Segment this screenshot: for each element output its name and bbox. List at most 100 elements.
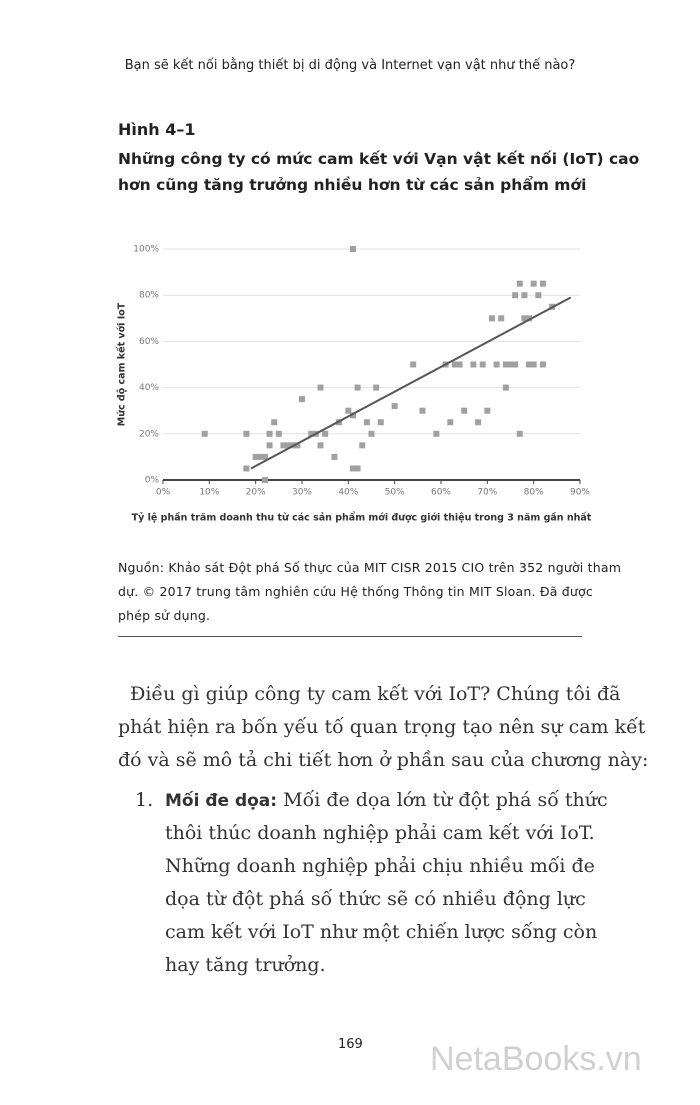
point [479,361,486,368]
point [373,384,380,391]
list-line: hay tăng trưởng. [165,954,326,976]
page-number: 169 [338,1037,363,1052]
figure-title: hơn cũng tăng trưởng nhiều hơn từ các sả… [118,176,587,194]
point [331,453,338,460]
point [507,361,514,368]
x-tick-label: 20% [246,488,266,498]
x-tick-label: 50% [385,488,405,498]
watermark: NetaBooks.vn [430,1040,642,1078]
point [516,280,523,287]
x-tick-label: 80% [524,488,544,498]
x-tick-label: 10% [199,488,219,498]
point [433,430,440,437]
point [475,419,482,426]
point [539,361,546,368]
point [488,315,495,322]
point [285,442,292,449]
y-tick-label: 60% [139,337,159,347]
point [201,430,208,437]
list-number: 1. [135,789,154,811]
point [322,430,329,437]
point [493,361,500,368]
x-tick-label: 0% [156,488,171,498]
point [461,407,468,414]
y-tick-label: 40% [139,383,159,393]
point [243,430,250,437]
list-line: dọa từ đột phá số thức sẽ có nhiều động … [165,888,586,910]
list-line: thôi thúc doanh nghiệp phải cam kết với … [165,822,595,844]
point [526,361,533,368]
x-tick-label: 40% [338,488,358,498]
point [377,419,384,426]
point [354,384,361,391]
body-line: Điều gì giúp công ty cam kết với IoT? Ch… [130,683,621,705]
rule [118,636,582,637]
point [530,361,537,368]
list-line: Những doanh nghiệp phải chịu nhiều mối đ… [165,855,595,877]
point [484,407,491,414]
point [349,246,356,252]
x-tick-label: 30% [292,488,312,498]
point [539,280,546,287]
point [368,430,375,437]
body-line: đó và sẽ mô tả chi tiết hơn ở phần sau c… [118,749,649,771]
point [280,442,287,449]
point [349,412,356,419]
y-tick-label: 100% [133,245,159,255]
point [345,407,352,414]
point [516,430,523,437]
point [447,419,454,426]
point [456,361,463,368]
chart: 0% 20% 40% 60% 80% 100% 0% 10% 20% 30% 40% 50% 60% 70… [117,245,592,524]
point [502,384,509,391]
trend-line [250,296,572,470]
point [275,430,282,437]
y-tick-label: 20% [139,429,159,439]
source-note: phép sử dụng. [118,608,211,623]
point [317,384,324,391]
y-tick-label: 80% [139,291,159,301]
point [521,315,528,322]
point [502,361,509,368]
point [257,453,264,460]
point [266,430,273,437]
point [410,361,417,368]
x-axis-label: Tỷ lệ phần trăm doanh thu từ các sản phẩ… [132,513,592,524]
point [252,453,259,460]
point [512,292,519,299]
point [243,465,250,472]
source-note: Nguồn: Khảo sát Đột phá Số thực của MIT … [118,560,622,575]
point [521,292,528,299]
x-tick-label: 70% [477,488,497,498]
body-line: phát hiện ra bốn yếu tố quan trọng tạo n… [118,716,646,738]
list-term: Mối đe dọa: [165,791,278,811]
point [261,453,268,460]
point [391,403,398,410]
point [294,442,301,449]
point [363,419,370,426]
point [526,315,533,322]
point [317,442,324,449]
point [299,396,305,403]
point [470,361,477,368]
figure-label: Hình 4–1 [118,120,196,139]
point [349,465,356,472]
source-note: dự. © 2017 trung tâm nghiên cứu Hệ thống… [118,584,593,599]
y-axis-label: Mức độ cam kết với IoT [117,302,128,426]
y-tick-label: 0% [145,476,160,486]
point [535,292,542,299]
point [451,361,458,368]
point [419,407,426,414]
point [261,477,268,483]
point [271,419,278,426]
point [266,442,273,449]
point [354,465,361,472]
point [498,315,505,322]
figure-title: Những công ty có mức cam kết với Vạn vật… [118,150,640,168]
point [359,442,366,449]
point [308,430,315,437]
x-tick-label: 60% [431,488,451,498]
list-line: cam kết với IoT như một chiến lược sống … [165,921,598,943]
list-line: Mối đe dọa lớn từ đột phá số thức [277,789,608,811]
